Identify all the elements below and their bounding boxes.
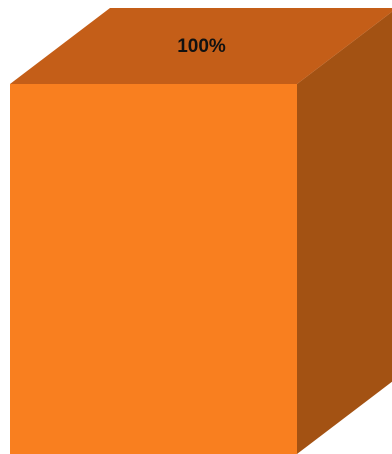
bar-front-face xyxy=(10,84,297,454)
data-label-100-percent: 100% xyxy=(177,36,226,57)
bar-side-face xyxy=(297,11,392,454)
bar-top-face xyxy=(10,8,392,84)
bar-series xyxy=(10,8,392,454)
